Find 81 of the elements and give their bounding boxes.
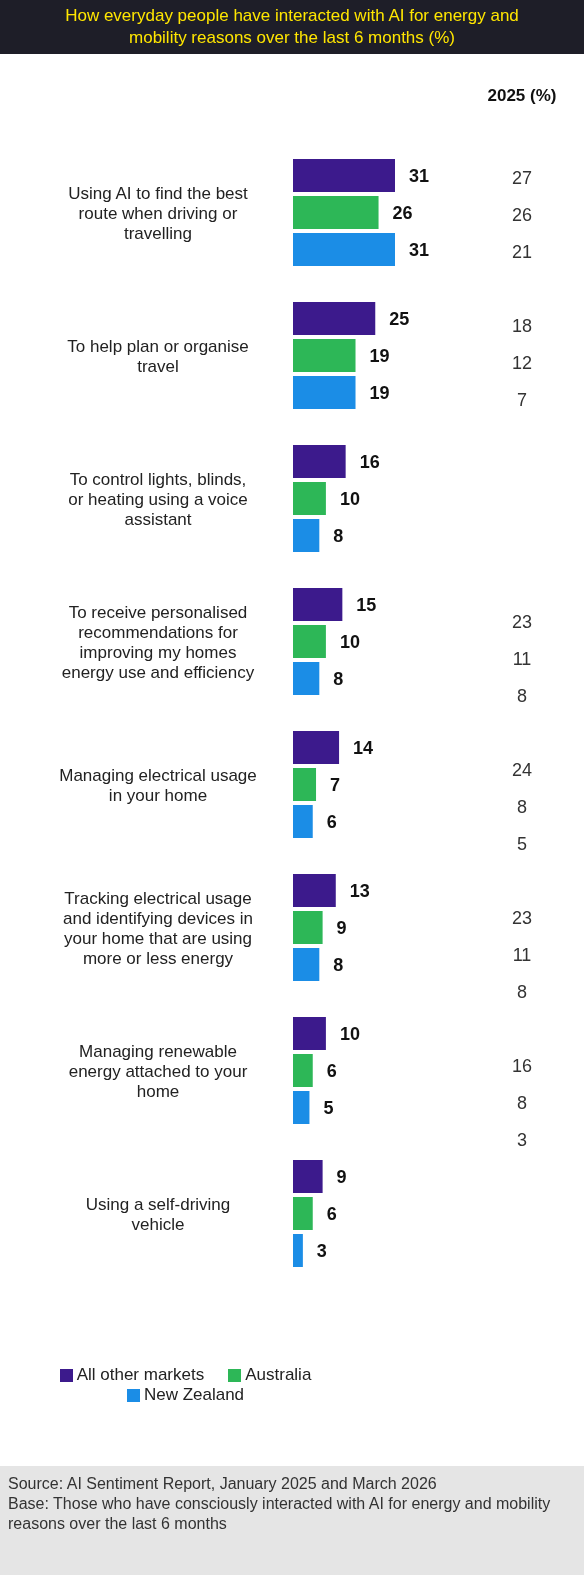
data-label: 8 — [516, 982, 528, 1002]
data-label: 7 — [516, 390, 528, 410]
data-label: 8 — [333, 525, 344, 546]
bar — [293, 482, 326, 515]
bar — [293, 948, 320, 981]
data-label: 19 — [369, 382, 390, 403]
data-label: 5 — [323, 1097, 334, 1118]
data-label: 11 — [512, 649, 532, 669]
y-tick-label: Managing electrical usage in your home — [59, 765, 257, 805]
bar — [293, 159, 395, 192]
data-label: 27 — [511, 168, 533, 188]
bar — [293, 768, 317, 801]
bar — [293, 339, 356, 372]
data-label: 7 — [330, 774, 341, 795]
bar — [293, 302, 376, 335]
bar — [293, 731, 340, 764]
data-label: 26 — [511, 205, 533, 225]
bar — [293, 588, 343, 621]
y-tick-label: To control lights, blinds, or heating using a voice assistant — [68, 469, 248, 529]
data-label: 8 — [333, 954, 344, 975]
data-label: 8 — [516, 797, 528, 817]
bar — [293, 1054, 313, 1087]
legend-label: All other markets — [76, 1365, 205, 1384]
y-tick-label: Using a self-driving vehicle — [85, 1194, 231, 1234]
data-label: 19 — [369, 345, 390, 366]
bar — [293, 376, 356, 409]
data-label: 24 — [511, 760, 533, 780]
data-label: 21 — [511, 242, 533, 262]
data-label: 11 — [512, 945, 532, 965]
bar — [293, 1160, 323, 1193]
data-label: 8 — [333, 668, 344, 689]
data-label: 14 — [353, 737, 374, 758]
bar — [293, 625, 326, 658]
data-label: 6 — [326, 1203, 337, 1224]
bar — [293, 519, 320, 552]
data-label: 9 — [336, 917, 347, 938]
data-label: 15 — [356, 594, 377, 615]
data-label: 10 — [339, 1023, 360, 1044]
y-tick-label: To help plan or organise travel — [67, 336, 249, 376]
legend-label: New Zealand — [143, 1385, 245, 1404]
bar — [293, 1197, 313, 1230]
data-label: 10 — [339, 488, 360, 509]
data-label: 5 — [516, 834, 528, 854]
bar — [293, 233, 395, 266]
data-label: 13 — [349, 880, 370, 901]
bar — [293, 662, 320, 695]
data-label: 31 — [409, 165, 430, 186]
data-label: 31 — [409, 239, 430, 260]
data-label: 18 — [511, 316, 533, 336]
data-label: 23 — [511, 908, 533, 928]
y-tick-label: To receive personalised recommendations for improving my homes energy use and efficiency — [61, 602, 255, 682]
data-label: 12 — [511, 353, 533, 373]
data-label: 6 — [326, 1060, 337, 1081]
bar — [293, 874, 336, 907]
data-label: 25 — [389, 308, 410, 329]
data-label: 8 — [516, 686, 528, 706]
legend-label: Australia — [245, 1365, 312, 1384]
data-label: 16 — [359, 451, 380, 472]
bar — [293, 196, 379, 229]
data-label: 23 — [511, 612, 533, 632]
y-tick-label: Using AI to find the best route when driving or travelling — [68, 183, 249, 243]
bar — [293, 1017, 326, 1050]
data-label: 6 — [326, 811, 337, 832]
y-tick-label: Tracking electrical usage and identifying devices in your home that are using more or less energy — [63, 888, 253, 968]
data-label: 3 — [316, 1240, 327, 1261]
data-label: 3 — [516, 1130, 528, 1150]
data-label: 26 — [392, 202, 413, 223]
data-label: 10 — [339, 631, 360, 652]
bar — [293, 805, 313, 838]
text: 2025 (%) — [487, 86, 557, 105]
data-label: 9 — [336, 1166, 347, 1187]
bar — [293, 445, 346, 478]
text: Base: Those who have consciously interacted with AI for energy and mobility reasons over the last 6 months — [8, 1494, 552, 1534]
data-label: 16 — [511, 1056, 533, 1076]
data-label: 8 — [516, 1093, 528, 1113]
source-note: Source: AI Sentiment Report, January 2025 and March 2026 — [8, 1474, 438, 1494]
y-tick-label: Managing renewable energy attached to your home — [68, 1041, 248, 1101]
bar — [293, 1091, 310, 1124]
bar — [293, 1234, 303, 1267]
chart-title: How everyday people have interacted with AI for energy and mobility reasons over the last 6 months (%) — [0, 0, 584, 54]
bar — [293, 911, 323, 944]
